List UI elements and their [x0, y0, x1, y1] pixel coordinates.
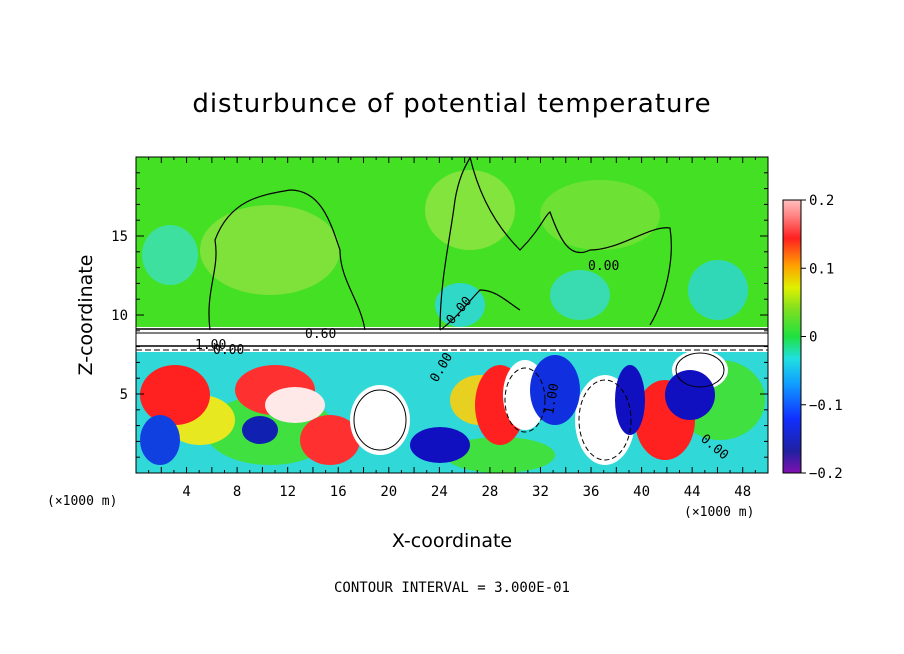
contour-line — [469, 157, 672, 326]
contour-line — [353, 389, 407, 451]
x-tick-label: 16 — [330, 484, 347, 500]
red-eddy — [300, 415, 360, 465]
colorbar-tick-label: 0.2 — [809, 193, 834, 209]
light-green-patch — [540, 180, 660, 250]
y-tick-label: 15 — [111, 229, 128, 245]
blue-eddy — [242, 416, 278, 444]
contour-line — [675, 352, 725, 388]
light-green-patch — [425, 170, 515, 250]
cyan-patch — [688, 260, 748, 320]
x-origin-unit: (×1000 m) — [47, 494, 117, 509]
contour-label: 0.00 — [213, 343, 244, 358]
white-eddy — [350, 385, 410, 455]
blue-eddy — [410, 427, 470, 463]
contour-label: 0.00 — [588, 259, 619, 274]
white-eddy — [265, 387, 325, 423]
x-tick-label: 8 — [233, 484, 241, 500]
cyan-patch — [550, 270, 610, 320]
contour-line — [578, 379, 632, 461]
x-axis-unit: (×1000 m) — [684, 505, 754, 520]
x-tick-label: 24 — [431, 484, 448, 500]
contour-line — [208, 189, 366, 331]
cyan-patch — [435, 283, 485, 327]
colorbar-tick-label: −0.2 — [809, 466, 843, 482]
x-axis: 4 8 12 16 20 24 28 32 36 40 44 48 — [148, 157, 756, 500]
blue-eddy — [665, 370, 715, 420]
colorbar-tick-label: 0.1 — [809, 261, 834, 277]
blue-eddy — [530, 355, 580, 425]
green-eddy — [445, 437, 555, 473]
contour-label: 1.00 — [542, 382, 562, 415]
colorbar-ticks: 0.2 0.1 0 −0.1 −0.2 — [801, 193, 843, 482]
colorbar-tick-label: −0.1 — [809, 398, 843, 414]
contour-line — [504, 367, 546, 433]
x-tick-label: 20 — [380, 484, 397, 500]
contour-interval-note: CONTOUR INTERVAL = 3.000E-01 — [334, 580, 570, 596]
x-tick-label: 44 — [684, 484, 701, 500]
heatmap-field — [136, 157, 768, 473]
x-tick-label: 48 — [734, 484, 751, 500]
y-tick-label: 5 — [120, 387, 128, 403]
colorbar — [782, 199, 802, 474]
x-tick-label: 28 — [481, 484, 498, 500]
contour-line — [439, 157, 471, 331]
contour-label: 1.00 — [195, 338, 226, 353]
y-tick-label: 10 — [111, 308, 128, 324]
contour-line — [439, 289, 521, 331]
light-green-patch — [200, 205, 340, 295]
cyan-patch — [142, 225, 198, 285]
x-tick-label: 36 — [583, 484, 600, 500]
x-tick-label: 12 — [279, 484, 296, 500]
contour-label: 0.60 — [305, 327, 336, 342]
y-axis-title: Z-coordinate — [75, 255, 97, 376]
chart-title: disturbunce of potential temperature — [192, 89, 711, 119]
x-tick-label: 4 — [182, 484, 190, 500]
blue-eddy — [140, 415, 180, 465]
x-axis-title: X-coordinate — [392, 530, 512, 552]
blue-eddy — [615, 365, 645, 435]
red-eddy — [140, 365, 210, 425]
colorbar-tick-label: 0 — [809, 330, 817, 346]
y-axis: 5 10 15 — [111, 172, 768, 458]
x-tick-label: 32 — [532, 484, 549, 500]
x-tick-label: 40 — [633, 484, 650, 500]
